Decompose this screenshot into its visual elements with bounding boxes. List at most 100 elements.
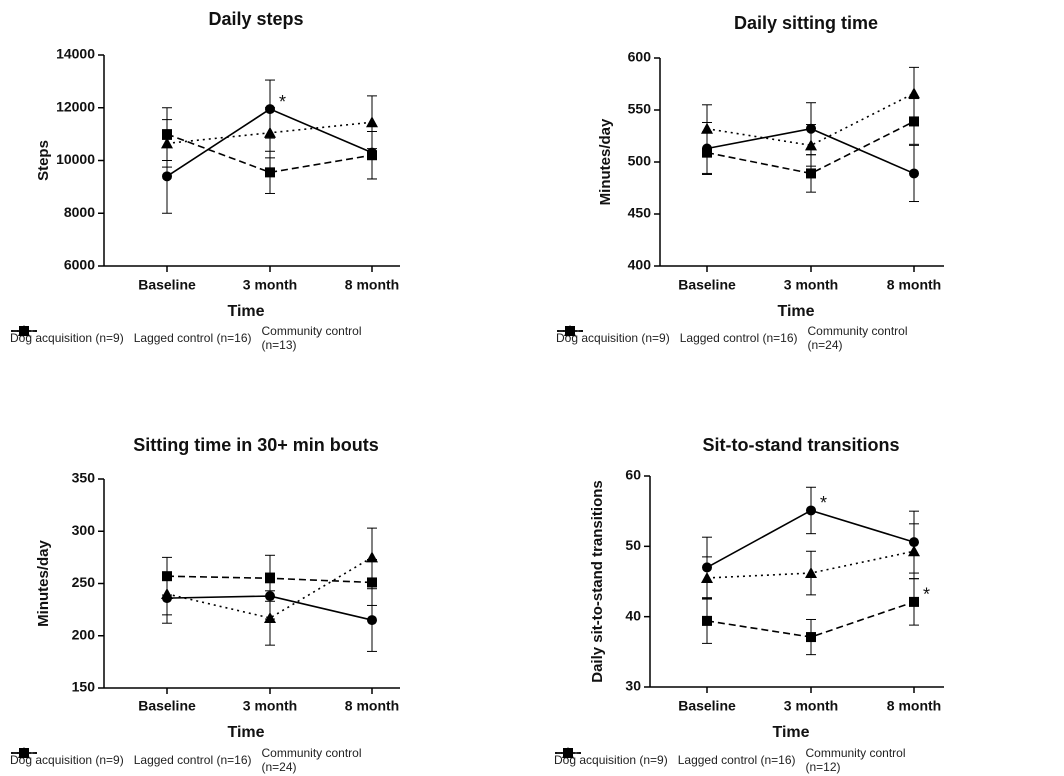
x-axis-label: Time (772, 724, 809, 741)
marker (806, 505, 816, 516)
marker (161, 137, 173, 149)
marker (805, 139, 817, 151)
x-tick-label: 8 month (887, 277, 941, 293)
chart-panel: Daily sitting time Time Minutes/day 400 450 5… (532, 0, 1064, 388)
marker (909, 116, 919, 127)
legend-label: Lagged control (n=16) (677, 753, 796, 767)
legend-label: Community control (n=12) (805, 746, 906, 774)
y-tick-label: 12000 (56, 98, 95, 114)
marker (702, 615, 712, 626)
annotation: * (923, 585, 930, 605)
y-axis-label: Minutes/day (35, 540, 52, 627)
y-tick-label: 350 (72, 470, 96, 486)
legend-label: Dog acquisition (n=9) (10, 331, 124, 345)
legend-label: Community control (n=13) (261, 324, 362, 352)
marker (562, 747, 574, 758)
series-line (166, 133, 373, 174)
marker (161, 587, 173, 599)
marker (806, 168, 816, 179)
marker (701, 571, 713, 583)
legend-label: Lagged control (n=16) (133, 753, 252, 767)
chart-title: Daily steps (208, 9, 303, 29)
chart-panel: Daily steps Time Steps 6000 8000 10000 12000 14… (0, 0, 532, 388)
y-tick-label: 14000 (56, 46, 95, 62)
chart-panel: Sit-to-stand transitions Time Daily sit-to… (532, 388, 1064, 776)
chart: Daily steps Time Steps 6000 8000 10000 12000 14… (35, 9, 400, 320)
legend: Dog acquisition (n=9) Lagged control (n=1… (554, 746, 925, 774)
x-tick-label: Baseline (138, 277, 196, 293)
marker (908, 87, 920, 99)
y-axis-label: Daily sit-to-stand transitions (589, 480, 606, 683)
chart-title: Sit-to-stand transitions (703, 435, 900, 455)
marker (909, 596, 919, 607)
legend-symbol (11, 325, 37, 336)
x-axis-label: Time (227, 303, 264, 320)
chart: Sit-to-stand transitions Time Daily sit-to… (589, 435, 944, 741)
x-tick-label: Baseline (138, 698, 196, 714)
legend-item: Community control (n=12) (555, 746, 925, 774)
y-tick-label: 60 (625, 467, 641, 483)
marker (18, 747, 30, 758)
y-tick-label: 450 (628, 205, 652, 221)
x-tick-label: 3 month (243, 277, 297, 293)
marker (701, 122, 713, 134)
annotation: * (279, 92, 286, 112)
legend-symbol (557, 325, 583, 336)
y-axis-label: Steps (35, 140, 52, 181)
y-tick-label: 10000 (56, 151, 95, 167)
legend-item: Lagged control (n=16) (11, 326, 252, 345)
x-tick-label: Baseline (678, 277, 736, 293)
y-tick-label: 400 (628, 257, 652, 273)
marker (18, 325, 30, 336)
marker (366, 116, 378, 128)
marker (264, 126, 276, 138)
x-tick-label: 8 month (345, 698, 399, 714)
legend: Dog acquisition (n=9) Lagged control (n=1… (10, 746, 381, 774)
series-line (706, 120, 915, 175)
y-tick-label: 200 (72, 626, 96, 642)
y-tick-label: 500 (628, 153, 652, 169)
legend-label: Dog acquisition (n=9) (554, 753, 668, 767)
marker (366, 551, 378, 563)
chart-title: Sitting time in 30+ min bouts (133, 435, 379, 455)
legend-item: Lagged control (n=16) (557, 326, 798, 345)
chart: Sitting time in 30+ min bouts Time Minutes… (35, 435, 400, 741)
legend-label: Community control (n=24) (261, 746, 362, 774)
legend-label: Lagged control (n=16) (679, 331, 798, 345)
x-axis-label: Time (227, 724, 264, 741)
legend-item: Lagged control (n=16) (11, 748, 252, 767)
x-tick-label: 3 month (784, 698, 838, 714)
marker (564, 325, 576, 336)
legend-label: Dog acquisition (n=9) (10, 753, 124, 767)
y-tick-label: 6000 (64, 257, 95, 273)
x-axis-label: Time (777, 303, 814, 320)
marker (265, 573, 275, 584)
chart-title: Daily sitting time (734, 13, 878, 33)
legend-label: Dog acquisition (n=9) (556, 331, 670, 345)
legend-label: Community control (n=24) (807, 324, 908, 352)
x-tick-label: 3 month (784, 277, 838, 293)
legend-symbol (555, 747, 581, 758)
chart-panel: Sitting time in 30+ min bouts Time Minutes… (0, 388, 532, 776)
y-tick-label: 8000 (64, 204, 95, 220)
y-tick-label: 600 (628, 49, 652, 65)
x-tick-label: Baseline (678, 698, 736, 714)
legend: Dog acquisition (n=9) Lagged control (n=1… (556, 324, 927, 352)
marker (367, 615, 377, 626)
annotation: * (820, 493, 827, 513)
marker (265, 167, 275, 178)
y-tick-label: 150 (72, 679, 96, 695)
marker (805, 567, 817, 579)
legend-item: Community control (n=13) (11, 324, 381, 352)
legend-item: Lagged control (n=16) (555, 748, 796, 767)
legend-item: Community control (n=24) (557, 324, 927, 352)
y-tick-label: 550 (628, 101, 652, 117)
x-tick-label: 8 month (345, 277, 399, 293)
marker (367, 150, 377, 161)
x-tick-label: 3 month (243, 698, 297, 714)
legend-label: Lagged control (n=16) (133, 331, 252, 345)
marker (908, 545, 920, 557)
y-tick-label: 250 (72, 574, 96, 590)
x-tick-label: 8 month (887, 698, 941, 714)
